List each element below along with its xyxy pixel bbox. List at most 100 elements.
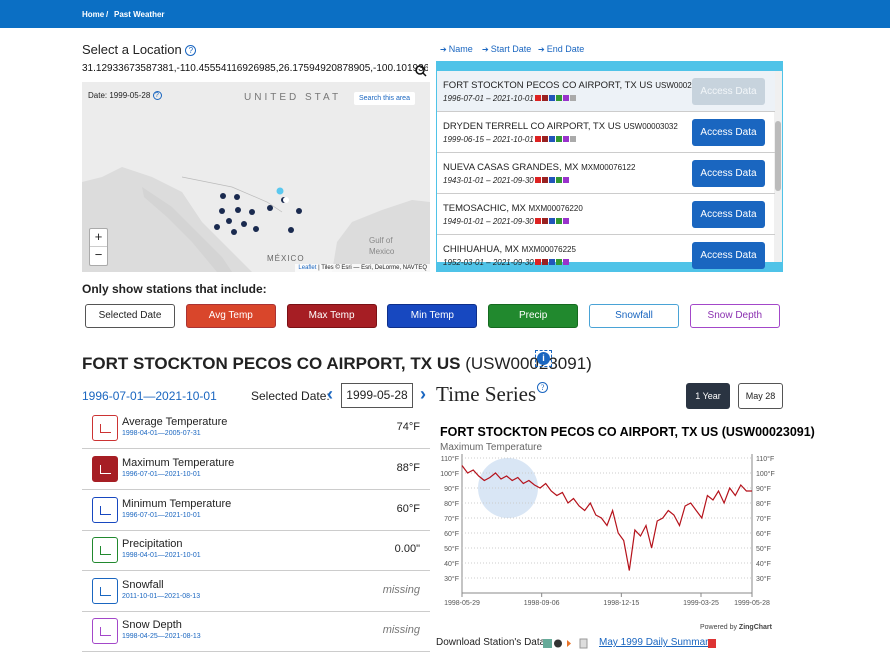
filter-button[interactable]: Precip (488, 304, 579, 328)
y2-tick-label: 100°F (756, 470, 775, 478)
download-label: Download Station's Data: (436, 637, 548, 648)
station-id: USW00023091 (655, 81, 710, 90)
station-name: DRYDEN TERRELL CO AIRPORT, TX US USW0000… (443, 121, 678, 132)
period: 1996-07-01—2021-10-01 (82, 389, 217, 403)
summary-link[interactable]: May 1999 Daily Summary (599, 637, 714, 648)
filter-label: Only show stations that include: (82, 282, 267, 296)
access-button[interactable]: Access Data (692, 201, 765, 228)
help-icon[interactable]: ? (152, 91, 162, 101)
y-tick-label: 70°F (444, 515, 459, 523)
x-tick-label: 1999-03-25 (683, 600, 719, 607)
y-tick-label: 50°F (444, 545, 459, 553)
variable-dates: 1996-07-01—2021-10-01 (122, 512, 201, 519)
sort-arrow: ➔ (440, 45, 447, 54)
access-button[interactable]: Access Data (692, 242, 765, 269)
range-button[interactable]: 1 Year (686, 383, 730, 409)
variable-value: missing (382, 584, 420, 596)
breadcrumb-home[interactable]: Home (82, 10, 105, 19)
filter-button[interactable]: Max Temp (286, 304, 377, 328)
variable-row[interactable]: Average Temperature 1998-04-01—2005-07-31… (82, 408, 430, 449)
info-icon[interactable]: i (537, 352, 550, 365)
variable-row[interactable]: Minimum Temperature 1996-07-01—2021-10-01… (82, 490, 430, 531)
station-id: MXM00076220 (528, 204, 583, 213)
scrollbar[interactable] (774, 71, 782, 262)
variable-row[interactable]: Snow Depth 1998-04-25—2021-08-13 missing (82, 611, 430, 652)
y-tick-label: 80°F (444, 500, 459, 508)
station-name-text: DRYDEN TERRELL CO AIRPORT, TX US (443, 121, 621, 132)
variable-dates: 1998-04-01—2021-10-01 (122, 552, 201, 559)
filter-button[interactable]: Snowfall (589, 304, 679, 328)
map[interactable]: Date: 1999-05-28 ? UNITED STAT Search th… (82, 82, 430, 272)
prev-date[interactable]: ‹ (327, 384, 333, 404)
access-button[interactable]: Access Data (692, 78, 765, 105)
data-swatch (548, 136, 555, 142)
search-area-button[interactable]: Search this area (354, 92, 415, 105)
variable-dates: 2011-10-01—2021-08-13 (122, 593, 201, 600)
station-row[interactable]: TEMOSACHIC, MX MXM00076220 1949-01-01 – 2… (437, 194, 775, 235)
x-tick-label: 1998-05-29 (444, 600, 480, 607)
access-button[interactable]: Access Data (692, 160, 765, 187)
y-tick-label: 60°F (444, 530, 459, 538)
variable-value: 88°F (396, 462, 420, 474)
variable-row[interactable]: Snowfall 2011-10-01—2021-08-13 missing (82, 571, 430, 612)
help-icon[interactable]: ? (185, 45, 197, 57)
variable-icon (92, 537, 118, 563)
data-swatch (562, 177, 569, 183)
variable-row[interactable]: Precipitation 1998-04-01—2021-10-01 0.00" (82, 530, 430, 571)
data-swatch (534, 177, 541, 183)
zoom-out[interactable]: − (94, 247, 103, 262)
data-swatch (555, 218, 562, 224)
powered-brand[interactable]: ZingChart (738, 624, 772, 631)
help-icon[interactable]: ? (537, 382, 549, 393)
station-row[interactable]: DRYDEN TERRELL CO AIRPORT, TX US USW0000… (437, 112, 775, 153)
station-name-text: CHIHUAHUA, MX (443, 244, 520, 255)
chart-subtitle: Maximum Temperature (440, 442, 543, 453)
sort-link[interactable]: ➔ End Date (538, 44, 584, 54)
range-button[interactable]: May 28 (738, 383, 783, 409)
station-id: MXM00076225 (521, 245, 576, 254)
filter-button[interactable]: Snow Depth (689, 304, 780, 328)
data-swatch (541, 95, 548, 101)
sort-link[interactable]: ➔ Start Date (482, 44, 531, 54)
scroll-down[interactable] (437, 262, 782, 271)
data-swatch (562, 218, 569, 224)
variable-icon (92, 497, 118, 523)
icon-glyph (100, 587, 111, 596)
zoom-in[interactable]: + (90, 229, 107, 247)
access-button[interactable]: Access Data (692, 119, 765, 146)
station-row[interactable]: NUEVA CASAS GRANDES, MX MXM00076122 1943-… (437, 153, 775, 194)
y2-tick-label: 70°F (756, 515, 771, 523)
filter-button[interactable]: Min Temp (387, 304, 478, 328)
scroll-up[interactable] (437, 62, 782, 71)
next-date[interactable]: › (420, 384, 426, 404)
variable-icon (92, 456, 118, 482)
variable-value: 0.00" (394, 543, 420, 555)
filter-button[interactable]: Selected Date (85, 304, 175, 328)
variable-icon (92, 578, 118, 604)
breadcrumb-separator: / (106, 10, 109, 19)
variable-row[interactable]: Maximum Temperature 1996-07-01—2021-10-01… (82, 449, 430, 490)
station-row[interactable]: CHIHUAHUA, MX MXM00076225 1952-03-01 – 20… (437, 235, 775, 271)
attribution-link[interactable]: Leaflet (298, 265, 317, 271)
icon-glyph (100, 506, 111, 515)
data-swatch (541, 259, 548, 265)
powered-text: Powered by (700, 624, 737, 631)
variable-dates: 1998-04-01—2005-07-31 (122, 430, 201, 437)
sort-text[interactable]: Start Date (490, 44, 532, 54)
date-input[interactable]: 1999-05-28 (341, 383, 413, 408)
sort-text[interactable]: End Date (546, 44, 585, 54)
location-input[interactable]: 31.12933673587381,-110.45554116926985,26… (82, 63, 428, 74)
sort-text[interactable]: Name (448, 44, 473, 54)
x-tick-label: 1998-09-06 (524, 600, 560, 607)
station-row[interactable]: FORT STOCKTON PECOS CO AIRPORT, TX US US… (437, 71, 775, 112)
sort-link[interactable]: ➔ Name (440, 44, 473, 54)
search-icon[interactable] (414, 64, 428, 78)
pdf-icon[interactable] (708, 639, 716, 648)
icon-glyph (100, 424, 111, 433)
download-icons[interactable] (543, 638, 593, 649)
filter-button[interactable]: Avg Temp (185, 304, 276, 328)
station-dates: 1999-06-15 – 2021-10-01 (443, 135, 576, 144)
station-list: FORT STOCKTON PECOS CO AIRPORT, TX US US… (436, 61, 783, 272)
data-swatch (555, 136, 562, 142)
icon-glyph (100, 627, 111, 636)
